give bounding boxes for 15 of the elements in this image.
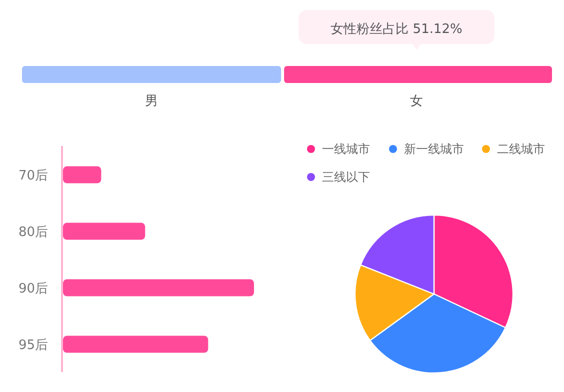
bar [63,279,254,296]
series-label: 女 [410,94,424,109]
legend-label: 一线城市 [322,142,370,156]
y-tick-label: 90后 [18,281,48,296]
series-label: 男 [145,94,158,109]
text: 女性粉丝占比 51.12% [330,22,462,37]
bar [63,222,146,240]
legend-label: 二线城市 [497,142,545,156]
legend-label: 新一线城市 [404,142,464,156]
y-tick-label: 70后 [18,168,48,184]
bar [63,166,102,184]
bar [63,336,208,353]
legend-label: 三线以下 [322,170,370,184]
y-tick-label: 95后 [18,338,48,353]
y-tick-label: 80后 [18,224,48,240]
